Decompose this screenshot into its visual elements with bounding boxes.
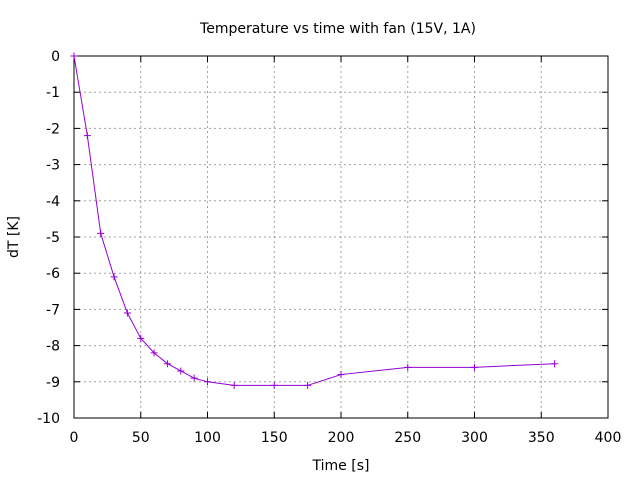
data-point-marker <box>123 309 131 317</box>
x-tick-label: 150 <box>261 430 288 446</box>
data-point-marker <box>150 349 158 357</box>
x-tick-label: 200 <box>328 430 355 446</box>
x-tick-label: 250 <box>394 430 421 446</box>
y-axis-label: dT [K] <box>6 216 22 258</box>
data-point-marker <box>163 360 171 368</box>
y-tick-label: -3 <box>46 158 60 174</box>
y-tick-label: -4 <box>46 194 60 210</box>
grid <box>74 56 608 418</box>
x-tick-label: 400 <box>595 430 622 446</box>
data-point-marker <box>270 381 278 389</box>
x-tick-label: 350 <box>528 430 555 446</box>
y-tick-label: 0 <box>51 49 60 65</box>
data-point-marker <box>137 334 145 342</box>
data-point-marker <box>551 360 559 368</box>
data-point-marker <box>190 374 198 382</box>
data-point-marker <box>177 367 185 375</box>
series-line <box>73 55 555 386</box>
y-tick-label: -1 <box>46 85 60 101</box>
x-tick-label: 50 <box>132 430 150 446</box>
data-point-marker <box>70 52 78 60</box>
data-point-marker <box>83 132 91 140</box>
series-layer <box>70 52 559 389</box>
data-point-marker <box>230 381 238 389</box>
data-point-marker <box>337 371 345 379</box>
y-tick-label: -10 <box>37 411 60 427</box>
y-tick-label: -6 <box>46 266 60 282</box>
data-point-marker <box>304 381 312 389</box>
x-tick-label: 100 <box>194 430 221 446</box>
x-tick-label: 300 <box>461 430 488 446</box>
x-axis-label: Time [s] <box>312 458 370 474</box>
y-tick-label: -8 <box>46 339 60 355</box>
data-point-marker <box>404 363 412 371</box>
data-point-marker <box>471 363 478 371</box>
data-point-marker <box>110 273 118 281</box>
y-tick-label: -7 <box>46 302 60 318</box>
y-tick-label: -2 <box>46 121 60 137</box>
y-tick-label: -5 <box>46 230 60 246</box>
chart-title: Temperature vs time with fan (15V, 1A) <box>199 21 476 37</box>
data-point-marker <box>204 378 211 386</box>
axis-ticks: 0 50 100 150 200 250 300 350 400 0 -1 -2 -3 -4 -5 -6 -7 -… <box>37 49 621 446</box>
data-point-marker <box>97 229 105 237</box>
x-tick-label: 0 <box>70 430 79 446</box>
y-tick-label: -9 <box>46 375 60 391</box>
